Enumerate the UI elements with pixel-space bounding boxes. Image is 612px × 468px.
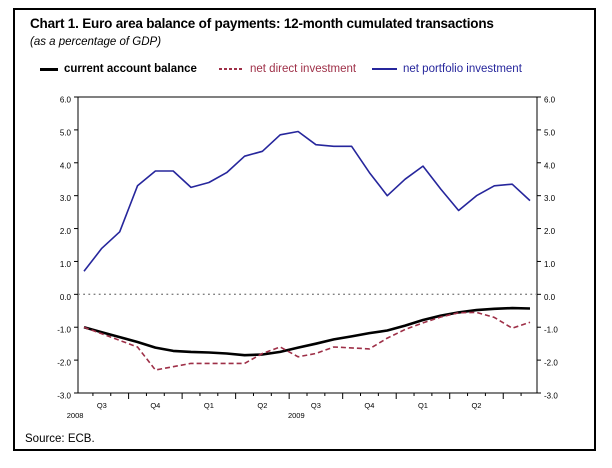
svg-text:Q2: Q2 (471, 401, 481, 410)
svg-text:5.0: 5.0 (60, 128, 72, 137)
svg-text:Q1: Q1 (204, 401, 214, 410)
svg-text:Q3: Q3 (311, 401, 321, 410)
svg-text:2.0: 2.0 (60, 227, 72, 236)
current-account-line-swatch (40, 67, 58, 71)
svg-text:3.0: 3.0 (60, 194, 72, 203)
source-note: Source: ECB. (25, 433, 95, 445)
legend-label-current-account: current account balance (64, 63, 197, 75)
chart-subtitle: (as a percentage of GDP) (30, 36, 162, 48)
svg-text:2.0: 2.0 (544, 227, 556, 236)
svg-text:-2.0: -2.0 (544, 359, 558, 368)
svg-text:Q4: Q4 (150, 401, 160, 410)
svg-text:1.0: 1.0 (544, 260, 556, 269)
chart-title: Chart 1. Euro area balance of payments: … (30, 16, 494, 31)
x-axis-year-labels: 2008 2009 (67, 411, 305, 420)
legend-item-portfolio-investment: net portfolio investment (372, 61, 522, 77)
svg-text:0.0: 0.0 (60, 293, 72, 302)
svg-text:-3.0: -3.0 (57, 392, 71, 401)
plot-box (77, 96, 538, 394)
direct-investment-line-swatch (219, 68, 244, 70)
svg-text:Q2: Q2 (257, 401, 267, 410)
svg-text:-3.0: -3.0 (544, 392, 558, 401)
portfolio-investment-line-swatch (372, 68, 397, 70)
svg-text:6.0: 6.0 (544, 96, 556, 105)
legend: current account balance net direct inves… (0, 61, 612, 77)
figure-border (13, 8, 596, 451)
legend-label-portfolio-investment: net portfolio investment (403, 63, 522, 75)
svg-text:-1.0: -1.0 (544, 326, 558, 335)
svg-text:3.0: 3.0 (544, 194, 556, 203)
svg-text:Q3: Q3 (97, 401, 107, 410)
svg-text:0.0: 0.0 (544, 293, 556, 302)
series-current-account-balance (83, 306, 531, 357)
series-net-portfolio-investment (83, 130, 531, 272)
y-axis-left: 6.0 5.0 4.0 3.0 2.0 1.0 0.0 -1.0 -2.0 -3.0 (57, 96, 78, 401)
svg-text:Q1: Q1 (418, 401, 428, 410)
svg-text:4.0: 4.0 (544, 161, 556, 170)
legend-item-direct-investment: net direct investment (219, 61, 356, 77)
svg-text:2009: 2009 (288, 411, 305, 420)
svg-text:5.0: 5.0 (544, 128, 556, 137)
legend-item-current-account: current account balance (40, 61, 197, 77)
legend-label-direct-investment: net direct investment (250, 63, 357, 75)
svg-text:-1.0: -1.0 (57, 326, 71, 335)
x-axis-ticks (92, 393, 522, 399)
svg-text:-2.0: -2.0 (57, 359, 71, 368)
y-axis-right: 6.0 5.0 4.0 3.0 2.0 1.0 0.0 -1.0 -2.0 -3.0 (537, 96, 558, 401)
svg-text:1.0: 1.0 (60, 260, 72, 269)
series-net-direct-investment (83, 311, 531, 371)
svg-text:2008: 2008 (67, 411, 84, 420)
svg-text:6.0: 6.0 (60, 96, 72, 105)
svg-text:4.0: 4.0 (60, 161, 72, 170)
x-axis-quarter-labels: Q3 Q4 Q1 Q2 Q3 Q4 Q1 Q2 (97, 401, 482, 410)
svg-text:Q4: Q4 (364, 401, 374, 410)
